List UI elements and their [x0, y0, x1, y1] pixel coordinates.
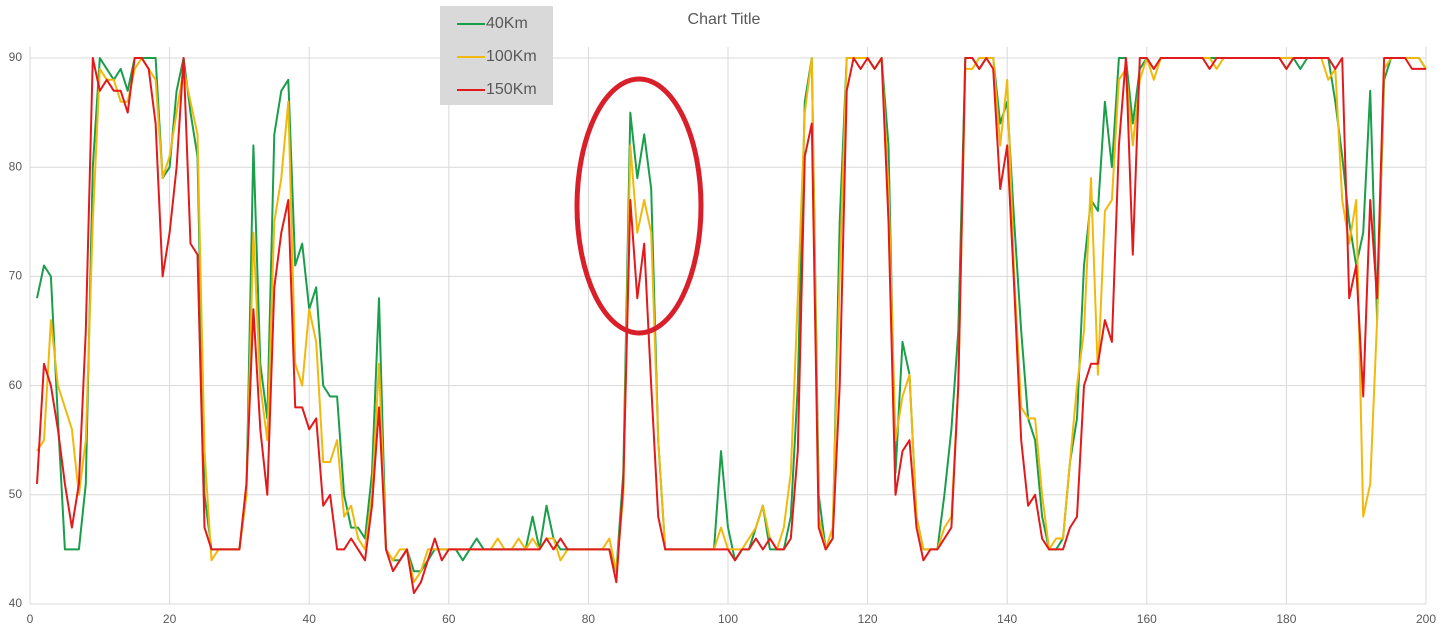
x-tick-label: 40 — [303, 612, 317, 626]
legend-label: 150Km — [486, 81, 537, 98]
x-tick-label: 0 — [27, 612, 34, 626]
plot — [36, 57, 1427, 595]
legend-box — [440, 6, 553, 105]
legend-label: 40Km — [486, 15, 528, 32]
y-tick-label: 70 — [9, 269, 23, 283]
grid: 40 50 60 70 80 90 0 20 40 60 80 100 120 140 160 180 200 — [9, 47, 1436, 626]
series-line — [36, 57, 1427, 584]
y-tick-label: 40 — [9, 596, 23, 610]
x-tick-label: 80 — [582, 612, 596, 626]
x-tick-label: 60 — [442, 612, 456, 626]
x-tick-label: 20 — [163, 612, 177, 626]
highlight-ellipse — [574, 76, 704, 336]
y-tick-label: 60 — [9, 378, 23, 392]
y-tick-label: 50 — [9, 487, 23, 501]
x-tick-label: 120 — [858, 612, 878, 626]
x-tick-label: 160 — [1137, 612, 1157, 626]
x-tick-label: 140 — [997, 612, 1017, 626]
x-tick-label: 100 — [718, 612, 738, 626]
y-tick-label: 80 — [9, 159, 23, 173]
chart-title: Chart Title — [688, 11, 761, 28]
x-tick-label: 180 — [1276, 612, 1296, 626]
legend-label: 100Km — [486, 48, 537, 65]
x-tick-label: 200 — [1416, 612, 1436, 626]
series-line — [36, 57, 1426, 595]
y-tick-label: 90 — [9, 50, 23, 64]
legend: 40Km 100Km 150Km — [440, 6, 553, 105]
